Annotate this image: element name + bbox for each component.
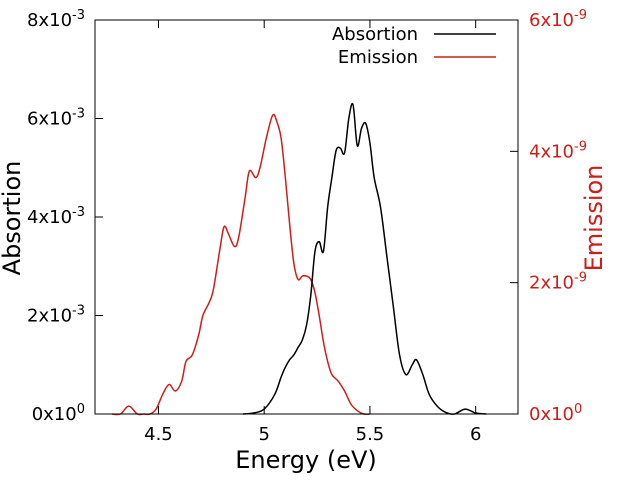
y-left-tick-label: 2x10-3 — [27, 304, 85, 327]
y-left-tick-label: 4x10-3 — [27, 205, 85, 228]
ticks-layer: 4.5 5 5.5 6 0x100 2x10-3 4x10-3 6x10-3 8x10-3 0x1… — [27, 8, 587, 445]
x-tick-label: 5.5 — [356, 424, 385, 445]
series-line-emission — [111, 113, 370, 416]
y-left-tick-label: 0x100 — [32, 402, 85, 425]
series-line-absortion — [242, 102, 487, 415]
x-tick-label: 5 — [258, 424, 269, 445]
legend-label: Absortion — [332, 24, 418, 45]
y-right-tick-label: 6x10-9 — [529, 8, 587, 31]
x-tick-label: 6 — [470, 424, 481, 445]
series-layer — [111, 102, 487, 416]
x-axis-label: Energy (eV) — [235, 446, 377, 474]
y-left-tick-label: 6x10-3 — [27, 107, 85, 130]
y-axis-right-label: Emission — [580, 165, 608, 272]
y-left-tick-label: 8x10-3 — [27, 8, 85, 31]
legend-label: Emission — [338, 47, 418, 68]
y-axis-left-label: Absortion — [0, 161, 26, 276]
y-right-tick-label: 2x10-9 — [529, 271, 587, 294]
y-right-tick-label: 4x10-9 — [529, 139, 587, 162]
x-tick-label: 4.5 — [144, 424, 173, 445]
y-right-tick-label: 0x100 — [529, 402, 582, 425]
